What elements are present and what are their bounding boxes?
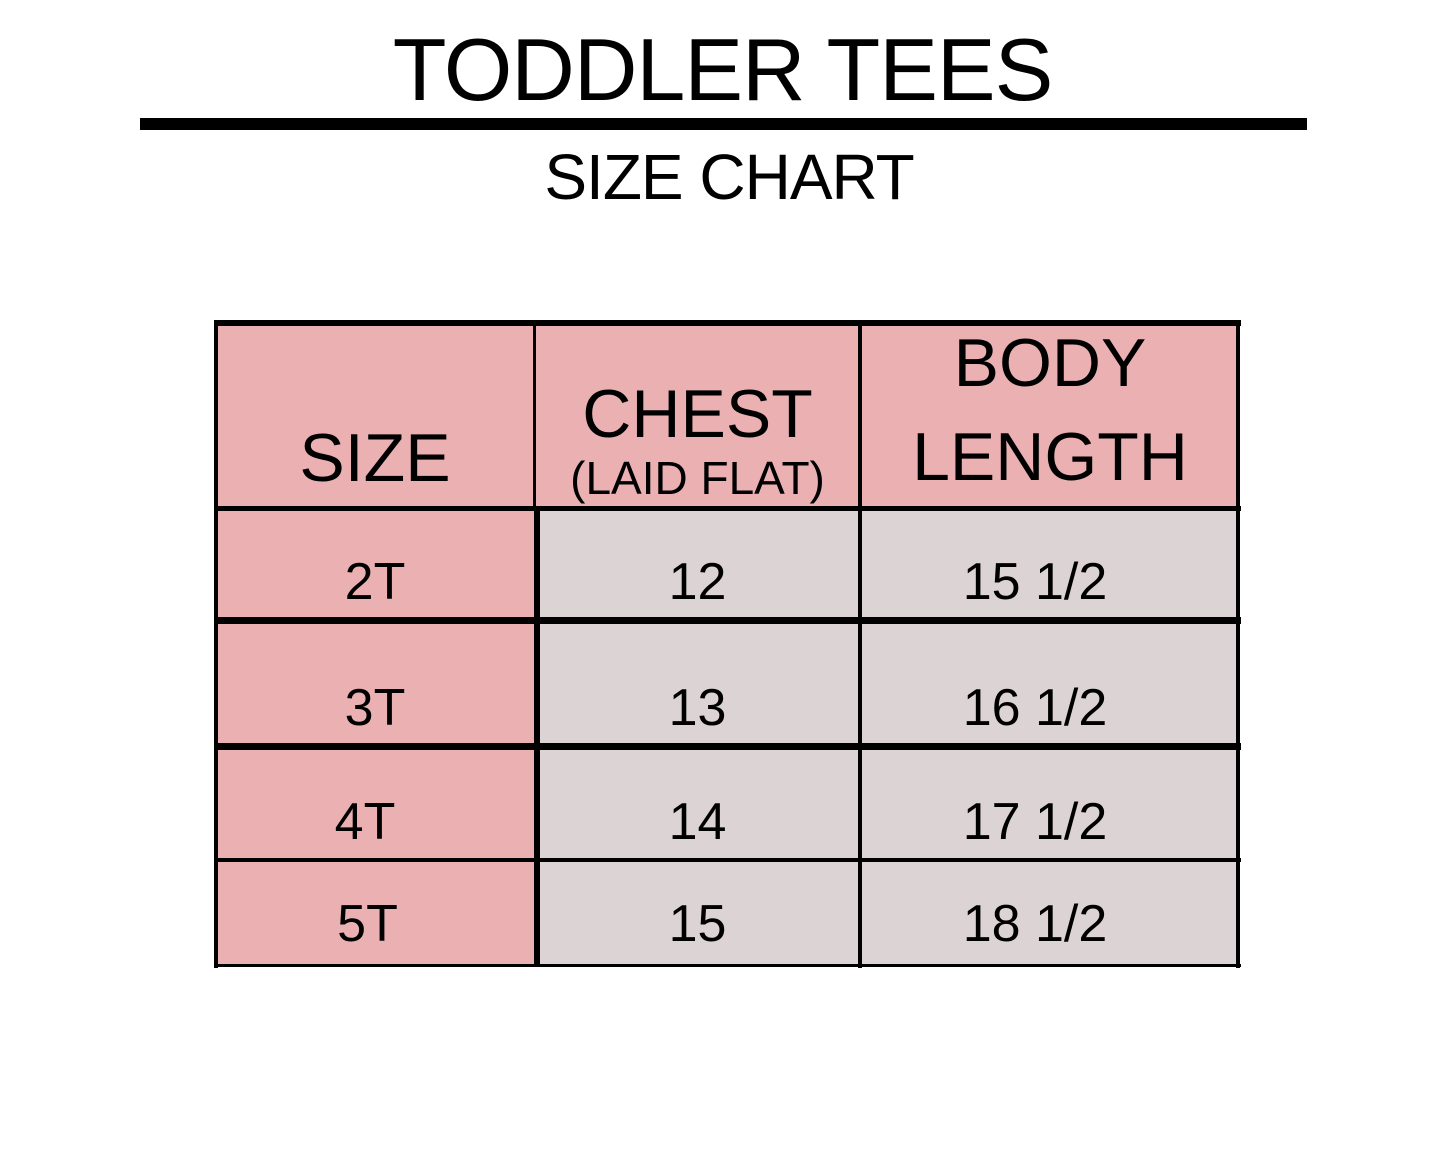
table-divider <box>214 617 1241 624</box>
page-title: TODDLER TEES <box>392 20 1054 119</box>
row-3t-chest: 13 <box>535 620 860 746</box>
row-3t-size: 3T <box>215 620 535 746</box>
title-divider <box>140 118 1307 130</box>
header-chest-note: (LAID FLAT) <box>570 452 825 504</box>
row-5t-size: 5T <box>215 860 535 966</box>
table-divider <box>214 506 1241 511</box>
header-body-length-line1: BODY <box>953 325 1147 401</box>
header-size: SIZE <box>215 322 535 508</box>
table-border-bottom <box>214 964 1241 967</box>
header-body-length-line2: LENGTH <box>912 419 1188 495</box>
header-size-label: SIZE <box>299 420 451 496</box>
row-5t-body-length: 18 1/2 <box>860 860 1240 966</box>
header-chest: CHEST (LAID FLAT) <box>535 322 860 508</box>
table-divider <box>534 508 540 966</box>
table-border-top <box>214 320 1241 326</box>
table-border-right <box>1236 320 1240 968</box>
row-2t-size: 2T <box>215 508 535 620</box>
table-divider <box>533 320 536 510</box>
row-4t-chest: 14 <box>535 746 860 860</box>
table-border-left <box>214 320 218 968</box>
table-divider <box>214 858 1241 862</box>
row-2t-chest: 12 <box>535 508 860 620</box>
row-4t-body-length: 17 1/2 <box>860 746 1240 860</box>
table-divider <box>214 743 1241 750</box>
row-3t-body-length: 16 1/2 <box>860 620 1240 746</box>
page-subtitle: SIZE CHART <box>544 141 914 213</box>
row-4t-size: 4T <box>215 746 535 860</box>
header-body-length: BODY LENGTH <box>860 322 1240 508</box>
header-chest-label: CHEST <box>582 376 813 452</box>
row-2t-body-length: 15 1/2 <box>860 508 1240 620</box>
table-divider <box>858 320 862 968</box>
row-5t-chest: 15 <box>535 860 860 966</box>
